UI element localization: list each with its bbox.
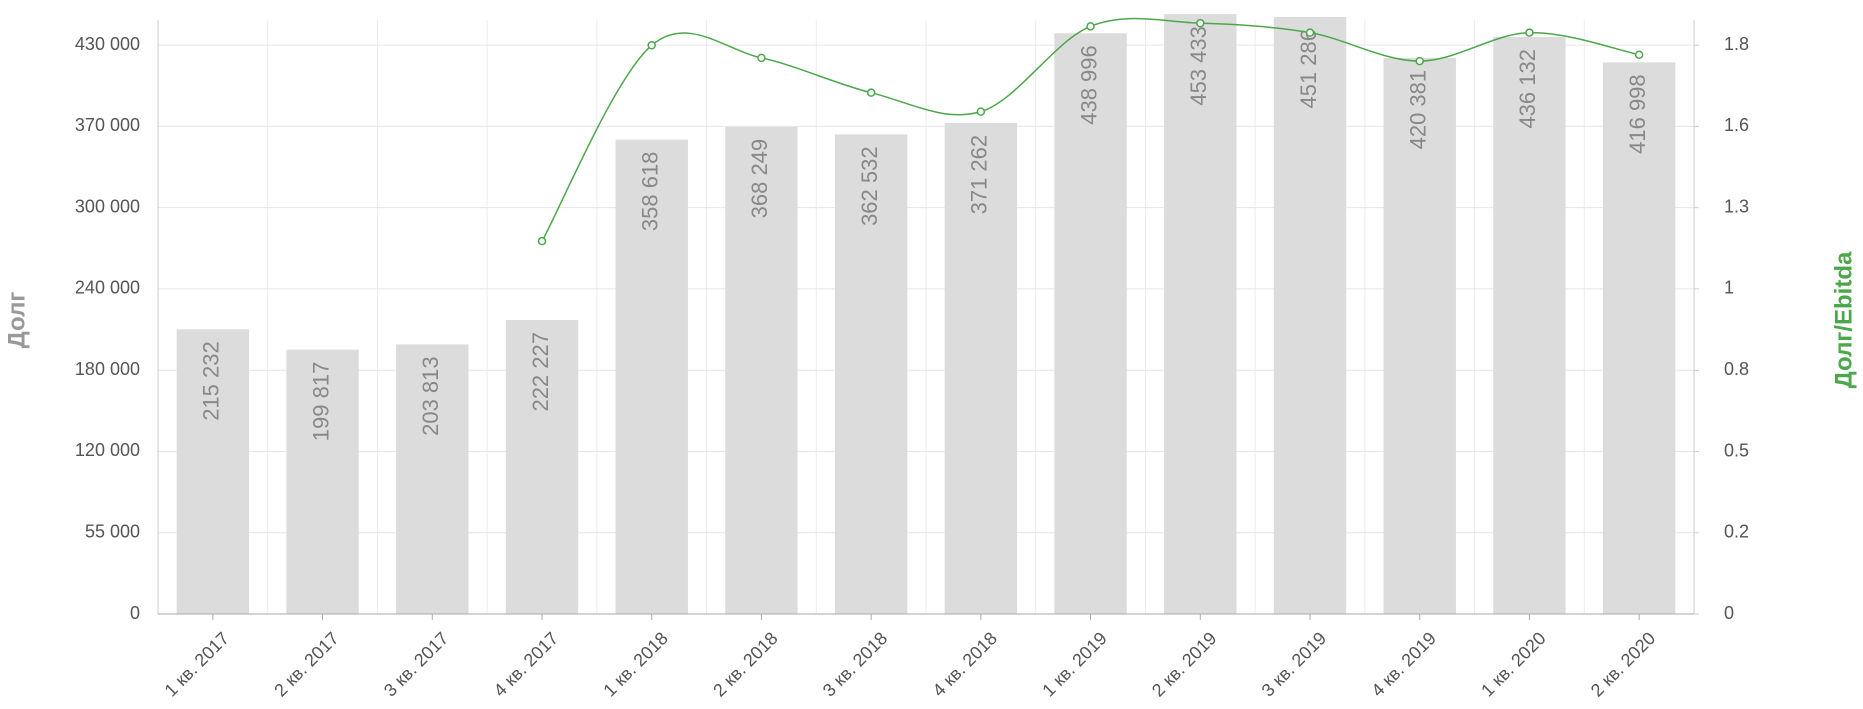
bar <box>505 320 579 614</box>
y2-tick-label: 0.5 <box>1724 440 1749 460</box>
line-point <box>1196 18 1205 28</box>
value-label: 199 817 <box>308 362 333 442</box>
value-label: 368 249 <box>747 139 772 219</box>
value-label: 438 996 <box>1076 45 1101 125</box>
bar <box>1164 14 1237 614</box>
x-tick-label: 4 кв. 2018 <box>929 628 1001 700</box>
x-tick-label: 1 кв. 2019 <box>1038 628 1110 700</box>
x-tick-label: 1 кв. 2018 <box>599 628 671 700</box>
value-label: 358 618 <box>638 152 663 232</box>
value-label: 453 433 <box>1186 26 1211 106</box>
x-tick-label: 4 кв. 2019 <box>1367 628 1439 700</box>
x-tick-label: 2 кв. 2017 <box>270 628 342 700</box>
y-tick-label: 0 <box>130 603 140 623</box>
y2-tick-label: 0.2 <box>1724 522 1749 542</box>
bar <box>1602 62 1676 614</box>
y-tick-label: 55 000 <box>85 521 140 541</box>
bar <box>176 329 250 614</box>
bar <box>1383 57 1456 615</box>
bar <box>1493 37 1566 615</box>
y2-tick-label: 0 <box>1724 603 1734 623</box>
y2-tick-label: 1.6 <box>1724 115 1749 135</box>
y2-axis-title: Долг/Ebitda <box>1830 251 1857 388</box>
x-tick-label: 2 кв. 2018 <box>709 628 781 700</box>
value-label: 371 262 <box>967 135 992 215</box>
line-point <box>647 41 656 50</box>
y-tick-label: 120 000 <box>75 440 140 460</box>
bar <box>286 349 359 614</box>
bar <box>396 344 469 614</box>
line-point <box>976 107 986 116</box>
x-tick-label: 3 кв. 2017 <box>380 628 452 700</box>
y2-tick-label: 1.3 <box>1724 196 1749 216</box>
value-label: 362 532 <box>857 146 882 226</box>
value-label: 420 381 <box>1406 70 1431 150</box>
y2-tick-label: 1.8 <box>1724 34 1749 54</box>
x-tick-label: 3 кв. 2018 <box>819 628 891 700</box>
line-point <box>1525 28 1534 37</box>
bar <box>834 134 908 614</box>
y-tick-label: 370 000 <box>75 115 140 135</box>
line-point <box>757 53 766 63</box>
x-tick-label: 2 кв. 2019 <box>1148 628 1220 700</box>
y-tick-label: 240 000 <box>75 278 140 298</box>
y2-tick-label: 1 <box>1724 278 1734 298</box>
bar <box>615 139 688 614</box>
value-label: 416 998 <box>1625 74 1650 154</box>
line-point <box>537 236 547 246</box>
y-tick-label: 300 000 <box>75 196 140 216</box>
x-tick-label: 3 кв. 2019 <box>1258 628 1330 700</box>
x-tick-label: 1 кв. 2017 <box>161 628 233 700</box>
value-label: 222 227 <box>528 332 553 412</box>
value-label: 215 232 <box>199 341 224 421</box>
value-label: 451 286 <box>1296 29 1321 109</box>
line-point <box>1415 56 1424 66</box>
x-tick-label: 1 кв. 2020 <box>1477 628 1549 700</box>
line-point <box>1634 50 1644 60</box>
x-tick-label: 2 кв. 2020 <box>1587 628 1659 700</box>
line-point <box>1086 22 1095 31</box>
bar <box>1273 16 1347 614</box>
x-tick-label: 4 кв. 2017 <box>490 628 562 700</box>
line-point <box>866 88 876 97</box>
y2-tick-label: 0.8 <box>1724 359 1749 379</box>
y-axis-title: Долг <box>3 292 30 349</box>
y-tick-label: 430 000 <box>75 34 140 54</box>
y-tick-label: 180 000 <box>75 359 140 379</box>
line <box>541 17 1640 242</box>
value-label: 436 132 <box>1515 49 1540 129</box>
bar <box>944 122 1018 614</box>
bar <box>725 126 798 614</box>
value-label: 203 813 <box>418 356 443 436</box>
bar <box>1054 33 1127 615</box>
line-point <box>1305 28 1315 37</box>
